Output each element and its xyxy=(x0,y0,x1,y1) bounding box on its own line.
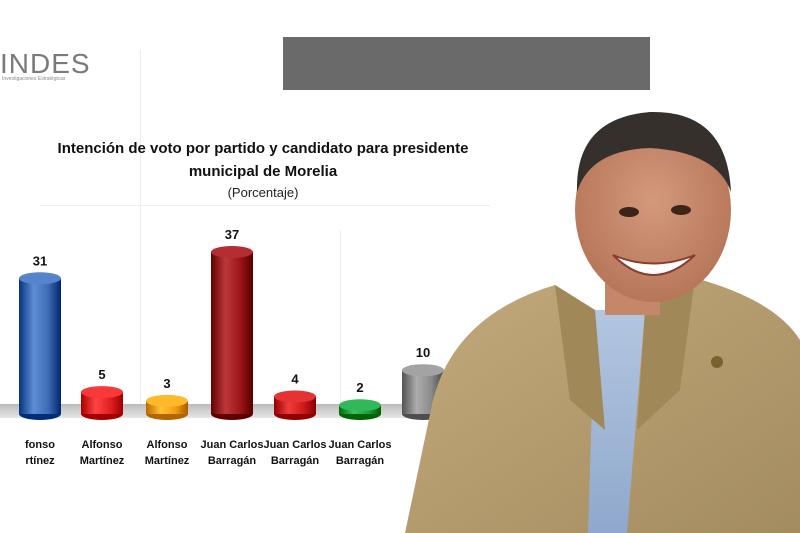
data-label: 2 xyxy=(356,380,363,395)
brand-tagline: Investigaciones Estratégicas xyxy=(2,76,66,82)
tick-label: Juan Carlos xyxy=(264,439,327,451)
tick-label: Barragán xyxy=(208,455,257,467)
tick-label: Barragán xyxy=(336,455,385,467)
smile xyxy=(612,254,696,276)
hair xyxy=(576,111,731,192)
data-label: 3 xyxy=(163,376,170,391)
tick-label: Alfonso xyxy=(82,439,123,451)
lapel-left xyxy=(555,285,605,430)
faint-gridline xyxy=(40,205,490,206)
tick-label: Juan Carlos xyxy=(201,439,264,451)
bar-top xyxy=(402,364,444,377)
brand-logo: INDES xyxy=(0,48,91,79)
tick-label: fonso xyxy=(25,439,55,451)
shirt xyxy=(588,310,645,533)
tick-label: Juan Carlos xyxy=(329,439,392,451)
bar-top xyxy=(274,390,316,403)
tick-label: Martínez xyxy=(145,455,190,467)
data-label: 10 xyxy=(416,345,430,360)
lapel-right xyxy=(637,278,695,430)
eye-right xyxy=(671,205,691,215)
tick-label: Alfonso xyxy=(147,439,188,451)
data-label: 5 xyxy=(98,367,105,382)
tick-label: rtínez xyxy=(25,455,55,467)
faint-gridline xyxy=(140,50,141,410)
bar-top xyxy=(81,386,123,399)
faint-gridline xyxy=(340,230,341,410)
lapel-pin xyxy=(711,356,723,368)
candidate-photo xyxy=(405,111,800,533)
redacted-box xyxy=(283,37,650,90)
data-label: 37 xyxy=(225,227,239,242)
data-label: 31 xyxy=(33,253,47,268)
bar xyxy=(19,278,61,414)
bar xyxy=(211,252,253,414)
tick-label: Martínez xyxy=(80,455,125,467)
eye-left xyxy=(619,207,639,217)
chart-subtitle: (Porcentaje) xyxy=(227,185,299,200)
bar-top xyxy=(146,394,188,407)
bar-top xyxy=(19,272,61,285)
data-label: 4 xyxy=(291,371,299,386)
bar-top xyxy=(339,399,381,412)
tick-label: Barragán xyxy=(271,455,320,467)
chart-title-line1: Intención de voto por partido y candidat… xyxy=(57,140,469,157)
bar-top xyxy=(211,246,253,258)
bar xyxy=(81,392,123,414)
chart-title-line2: municipal de Morelia xyxy=(188,163,338,180)
